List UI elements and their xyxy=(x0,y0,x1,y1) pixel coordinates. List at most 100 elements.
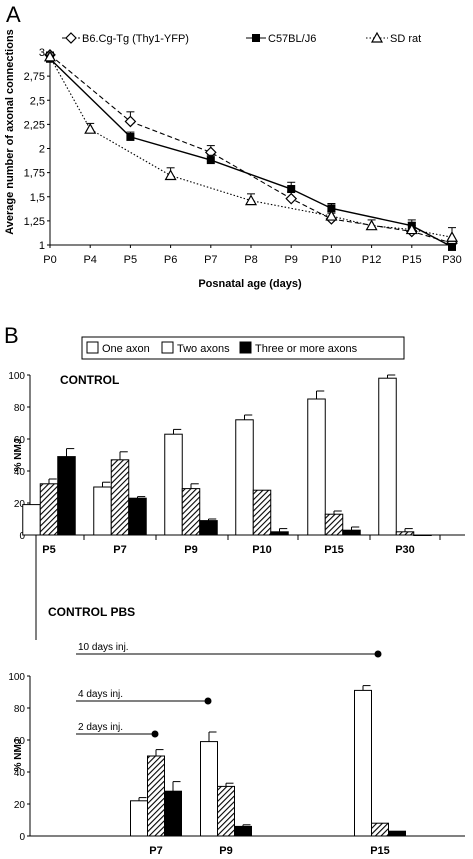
control-ytick-label: 60 xyxy=(14,435,26,446)
control-bar-two-axons-p5 xyxy=(39,483,59,536)
control-pbs-bar-three-or-more-axons-p15 xyxy=(388,830,406,837)
control-ylabel: % NMJ xyxy=(13,439,24,472)
data-point-b6-cg-tg-thy1-yfp xyxy=(285,192,298,205)
control-xtick-label: P7 xyxy=(113,544,126,556)
control-pbs-bar-two-axons-p9 xyxy=(217,785,235,837)
control-xtick-label: P15 xyxy=(324,544,344,556)
control-pbs-ytick-label: 60 xyxy=(14,736,26,747)
control-bar-three-or-more-axons-p9 xyxy=(199,520,218,536)
control-pbs-bar-one-axon-p15 xyxy=(354,689,372,837)
control-bar-three-or-more-axons-p7 xyxy=(128,497,147,536)
panel-a-ytick-label: 1,5 xyxy=(30,192,45,204)
data-point-sd-rat xyxy=(84,122,97,134)
panel-letter-a: A xyxy=(6,2,21,27)
data-point-b6-cg-tg-thy1-yfp xyxy=(124,115,137,128)
control-xtick-label: P5 xyxy=(42,544,55,556)
panel-a-xtick-label: P30 xyxy=(442,254,462,266)
annotation-4-days: 4 days inj. xyxy=(78,689,123,700)
control-ytick-label: 0 xyxy=(19,531,25,542)
control-pbs-ytick-label: 20 xyxy=(14,800,26,811)
control-pbs-xtick-label: P9 xyxy=(219,845,232,854)
control-bar-three-or-more-axons-p30 xyxy=(413,534,432,536)
control-pbs-ytick-label: 40 xyxy=(14,768,26,779)
control-bar-one-axon-p10 xyxy=(235,419,254,536)
panel-a-xtick-label: P8 xyxy=(244,254,257,266)
legend-label-three-axons: Three or more axons xyxy=(255,343,358,355)
control-xtick-label: P30 xyxy=(395,544,415,556)
control-xtick-label: P10 xyxy=(252,544,272,556)
legend-label-one-axon: One axon xyxy=(102,343,150,355)
control-ytick-label: 40 xyxy=(14,467,26,478)
data-point-sd-rat xyxy=(325,209,338,221)
panel-a-ylabel: Average number of axonal connections xyxy=(4,29,16,235)
annotation-10-days: 10 days inj. xyxy=(78,642,129,653)
control-pbs-ylabel: % NMJ xyxy=(13,739,24,772)
panel-a-ytick-label: 2,5 xyxy=(30,95,45,107)
plot-layer: 1 1,25 1,5 1,75 2 2,25 2,5 2,75 3 P0 P4 P5 P6 P7 P8 P9 P… xyxy=(8,31,465,857)
control-bar-three-or-more-axons-p10 xyxy=(270,531,289,536)
series-line-b6-cg-tg-thy1-yfp xyxy=(49,54,453,244)
data-point-sd-rat xyxy=(365,219,378,231)
legend-label-c57: C57BL/J6 xyxy=(268,33,316,45)
panel-a-ytick-label: 2,25 xyxy=(24,119,45,131)
control-pbs-xtick-label: P7 xyxy=(149,845,162,854)
panel-a-xtick-label: P15 xyxy=(402,254,422,266)
legend-marker-c57 xyxy=(252,34,260,42)
data-point-sd-rat xyxy=(445,231,459,242)
panel-a-xtick-label: P0 xyxy=(43,254,56,266)
panel-a-xtick-label: P4 xyxy=(83,254,96,266)
control-title: CONTROL xyxy=(60,373,119,387)
control-bar-three-or-more-axons-p15 xyxy=(342,529,361,536)
panel-a-ytick-label: 2 xyxy=(39,144,45,156)
control-ytick-label: 20 xyxy=(14,499,26,510)
control-ytick-label: 80 xyxy=(14,403,26,414)
legend-swatch-two-axons xyxy=(161,341,174,354)
data-point-sd-rat xyxy=(164,169,177,181)
control-bar-two-axons-p10 xyxy=(252,489,272,536)
panel-letter-b: B xyxy=(4,323,19,348)
panel-a-xtick-label: P5 xyxy=(124,254,137,266)
data-point-c57bl-j6 xyxy=(448,242,456,251)
data-point-sd-rat xyxy=(244,194,258,206)
legend-marker-sdrat xyxy=(370,31,384,43)
panel-a-xtick-label: P12 xyxy=(362,254,382,266)
legend-swatch-three-axons xyxy=(239,341,252,354)
control-xtick-label: P9 xyxy=(184,544,197,556)
panel-a-ytick-label: 1 xyxy=(39,240,45,252)
control-pbs-bar-three-or-more-axons-p7 xyxy=(164,790,182,837)
control-bar-one-axon-p30 xyxy=(378,377,397,536)
injection-dot-10-days xyxy=(374,650,382,658)
data-point-c57bl-j6 xyxy=(287,185,296,194)
panel-a-xtick-label: P7 xyxy=(204,254,217,266)
control-pbs-bar-two-axons-p7 xyxy=(147,755,165,837)
control-bar-two-axons-p7 xyxy=(110,459,130,536)
control-pbs-bar-one-axon-p9 xyxy=(200,741,218,837)
control-bar-three-or-more-axons-p5 xyxy=(57,456,76,536)
panel-a-xtick-label: P6 xyxy=(164,254,177,266)
control-bar-one-axon-p9 xyxy=(164,433,183,536)
annotation-2-days: 2 days inj. xyxy=(78,722,123,733)
panel-a-xtick-label: P10 xyxy=(322,254,342,266)
control-pbs-ytick-label: 100 xyxy=(8,672,25,683)
legend-swatch-one-axon xyxy=(86,341,99,354)
panel-a-ytick-label: 1,75 xyxy=(24,168,45,180)
control-bar-one-axon-p7 xyxy=(93,486,112,536)
panel-a-xlabel: Posnatal age (days) xyxy=(198,278,302,290)
series-line-c57bl-j6 xyxy=(49,58,453,248)
control-pbs-bar-one-axon-p7 xyxy=(130,800,148,837)
legend-label-thy1: B6.Cg-Tg (Thy1-YFP) xyxy=(82,33,189,45)
control-bar-two-axons-p15 xyxy=(324,513,344,536)
injection-dot-4-days xyxy=(204,697,212,705)
panel-a-ytick-label: 2,75 xyxy=(24,71,45,83)
control-bar-one-axon-p5 xyxy=(22,504,41,536)
data-point-sd-rat xyxy=(405,223,418,235)
series-line-sd-rat xyxy=(49,56,453,238)
panel-a-ytick-label: 1,25 xyxy=(24,216,45,228)
injection-dot-2-days xyxy=(151,730,159,738)
panel-a-xtick-label: P9 xyxy=(284,254,297,266)
control-pbs-ytick-label: 0 xyxy=(19,832,25,843)
control-pbs-ytick-label: 80 xyxy=(14,704,26,715)
legend-label-two-axons: Two axons xyxy=(177,343,230,355)
